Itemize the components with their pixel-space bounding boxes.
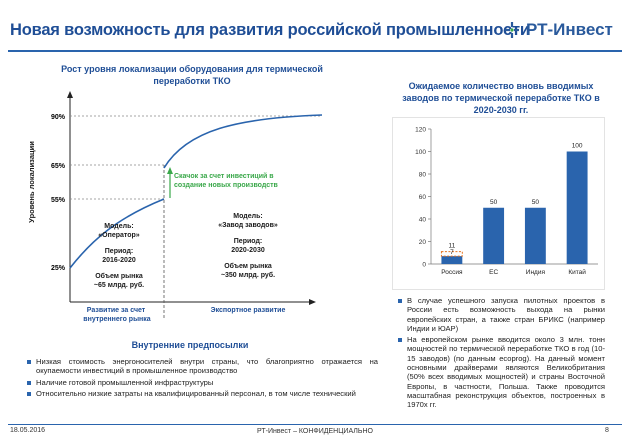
y-tick-label: 40	[419, 217, 427, 224]
svg-text:Объем рынка: Объем рынка	[95, 272, 143, 280]
y-axis-label: Уровень локализации	[27, 141, 36, 223]
y-tick-label: 0	[422, 262, 426, 269]
plants-bar-chart: 0 20 40 60 80 100 120 711 Россия 50 ЕС 50 Индия 100 К…	[415, 127, 598, 276]
bar-value-label: 7	[450, 249, 454, 256]
footer-confidential: РТ-Инвест – КОНФИДЕНЦИАЛЬНО	[257, 428, 373, 435]
x-tick-label: Китай	[568, 268, 586, 276]
bar	[566, 151, 588, 264]
bar	[441, 256, 463, 264]
svg-text:2016-2020: 2016-2020	[102, 257, 136, 264]
curve-segment-1	[69, 198, 165, 269]
right-chart-title: Ожидаемое количество вновь вводимых заво…	[402, 81, 600, 115]
jump-label: Скачок за счет инвестиций в создание нов…	[174, 172, 279, 189]
bottom-left-title: Внутренние предпосылки	[131, 340, 249, 350]
y-tick-label: 60	[419, 194, 427, 201]
domestic-prerequisites-list: Низкая стоимость энергоносителей внутри …	[26, 357, 378, 400]
export-notes-list: В случае успешного запуска пилотных прое…	[397, 296, 605, 412]
tick-25: 25%	[51, 265, 66, 272]
logo-mark-icon	[505, 22, 519, 38]
list-item: Относительно низкие затраты на квалифици…	[26, 389, 378, 398]
bar-chart-frame: 0 20 40 60 80 100 120 7 11 Россия 50 ЕС 50 Индия 100 К…	[392, 117, 605, 290]
operator-model-block: Модель: «Оператор» Период: 2016-2020 Объ…	[94, 223, 144, 289]
x-tick-label: Россия	[441, 269, 463, 276]
svg-text:2020-2030: 2020-2030	[231, 247, 265, 254]
y-axis-arrow-icon	[67, 91, 73, 98]
svg-text:Модель:: Модель:	[104, 223, 133, 230]
list-item: На европейском рынке вводится около 3 мл…	[397, 335, 605, 409]
svg-text:«Оператор»: «Оператор»	[98, 232, 140, 239]
bar-total-label: 100	[572, 143, 583, 150]
list-item: Наличие готовой промышленной инфраструкт…	[26, 378, 378, 387]
left-chart-title: Рост уровня локализации оборудования для…	[61, 64, 323, 86]
x-label-domestic: Развитие за счет внутреннего рынка	[83, 307, 150, 323]
y-tick-label: 20	[419, 239, 427, 246]
footer-divider	[8, 424, 622, 425]
company-logo: РТ-Инвест	[502, 20, 613, 40]
bar	[483, 207, 505, 264]
bar	[524, 207, 546, 264]
bar-total-label: 50	[532, 199, 540, 206]
bar-upper-estimate	[440, 251, 463, 257]
bar-chart-marks: 711 Россия 50 ЕС 50 Индия 100 Китай	[440, 143, 588, 276]
svg-text:«Завод заводов»: «Завод заводов»	[218, 222, 278, 229]
tick-55: 55%	[51, 197, 66, 204]
header-divider	[8, 50, 622, 52]
bar-total-label: 50	[490, 199, 498, 206]
x-label-export: Экспортное развитие	[211, 307, 286, 314]
jump-label-line2: создание новых производств	[174, 182, 279, 189]
jump-arrow-head-icon	[167, 167, 173, 174]
list-item: Низкая стоимость энергоносителей внутри …	[26, 357, 378, 376]
y-tick-label: 120	[415, 127, 426, 134]
svg-text:~65 млрд. руб.: ~65 млрд. руб.	[94, 281, 144, 289]
localization-chart: Уровень локализации 90% 65% 55% 25% Скач…	[27, 91, 323, 323]
svg-text:Период:: Период:	[234, 238, 262, 245]
y-tick-label: 100	[415, 149, 426, 156]
logo-text: РТ-Инвест	[526, 20, 613, 39]
x-tick-label: ЕС	[489, 269, 498, 276]
jump-label-line1: Скачок за счет инвестиций в	[174, 172, 274, 180]
tick-90: 90%	[51, 114, 66, 121]
curve-segment-2	[163, 114, 323, 169]
page-number: 8	[605, 427, 609, 434]
list-item: В случае успешного запуска пилотных прое…	[397, 296, 605, 333]
svg-text:Объем рынка: Объем рынка	[224, 262, 272, 270]
bar-total-label: 11	[449, 243, 456, 250]
x-axis-arrow-icon	[309, 299, 316, 305]
svg-text:Модель:: Модель:	[233, 213, 262, 220]
page-title: Новая возможность для развития российско…	[10, 21, 530, 39]
tick-65: 65%	[51, 163, 66, 170]
svg-text:Период:: Период:	[105, 248, 133, 255]
factory-model-block: Модель: «Завод заводов» Период: 2020-203…	[218, 213, 278, 279]
svg-text:~350 млрд. руб.: ~350 млрд. руб.	[221, 271, 275, 279]
footer-date: 18.05.2016	[10, 427, 46, 434]
y-tick-label: 80	[419, 172, 427, 179]
x-tick-label: Индия	[526, 269, 546, 276]
